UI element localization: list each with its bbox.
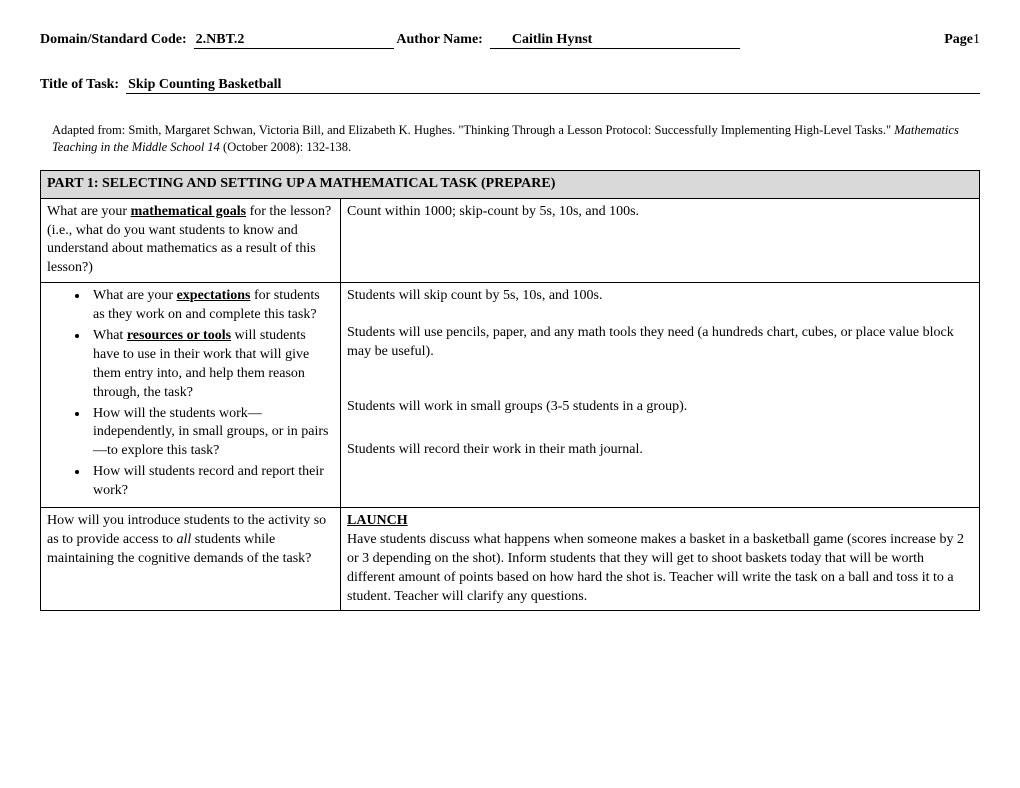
page-label: Page xyxy=(944,32,973,48)
header-line: Domain/Standard Code: 2.NBT.2 Author Nam… xyxy=(40,32,980,49)
list-item: What are your expectations for students … xyxy=(89,287,334,325)
table-row: What are your mathematical goals for the… xyxy=(41,198,980,283)
goals-question: What are your mathematical goals for the… xyxy=(41,198,341,283)
list-item: How will students record and report thei… xyxy=(89,463,334,501)
author-label: Author Name: xyxy=(394,32,490,48)
title-label: Title of Task: xyxy=(40,77,126,93)
list-item: What resources or tools will students ha… xyxy=(89,327,334,403)
title-value: Skip Counting Basketball xyxy=(126,77,980,94)
launch-question: How will you introduce students to the a… xyxy=(41,508,341,611)
expectations-question: What are your expectations for students … xyxy=(41,283,341,508)
expectations-answer: Students will skip count by 5s, 10s, and… xyxy=(341,283,980,508)
question-list: What are your expectations for students … xyxy=(47,287,334,501)
table-row: How will you introduce students to the a… xyxy=(41,508,980,611)
citation-prefix: Adapted from: Smith, Margaret Schwan, Vi… xyxy=(52,123,894,137)
launch-answer: LAUNCH Have students discuss what happen… xyxy=(341,508,980,611)
author-value: Caitlin Hynst xyxy=(490,32,740,49)
part1-header: PART 1: SELECTING AND SETTING UP A MATHE… xyxy=(41,170,980,198)
domain-label: Domain/Standard Code: xyxy=(40,32,194,48)
main-table: PART 1: SELECTING AND SETTING UP A MATHE… xyxy=(40,170,980,612)
table-row: What are your expectations for students … xyxy=(41,283,980,508)
page-number: 1 xyxy=(973,32,980,48)
answer-block: Students will use pencils, paper, and an… xyxy=(347,324,973,362)
launch-body: Have students discuss what happens when … xyxy=(347,531,973,607)
citation: Adapted from: Smith, Margaret Schwan, Vi… xyxy=(52,122,968,156)
domain-value: 2.NBT.2 xyxy=(194,32,394,49)
answer-block: Students will work in small groups (3-5 … xyxy=(347,398,973,417)
answer-block: Students will record their work in their… xyxy=(347,441,973,460)
goals-answer: Count within 1000; skip-count by 5s, 10s… xyxy=(341,198,980,283)
citation-suffix: (October 2008): 132-138. xyxy=(223,140,351,154)
list-item: How will the students work—independently… xyxy=(89,405,334,462)
answer-block: Students will skip count by 5s, 10s, and… xyxy=(347,287,973,306)
launch-title: LAUNCH xyxy=(347,512,973,531)
title-line: Title of Task: Skip Counting Basketball xyxy=(40,77,980,94)
